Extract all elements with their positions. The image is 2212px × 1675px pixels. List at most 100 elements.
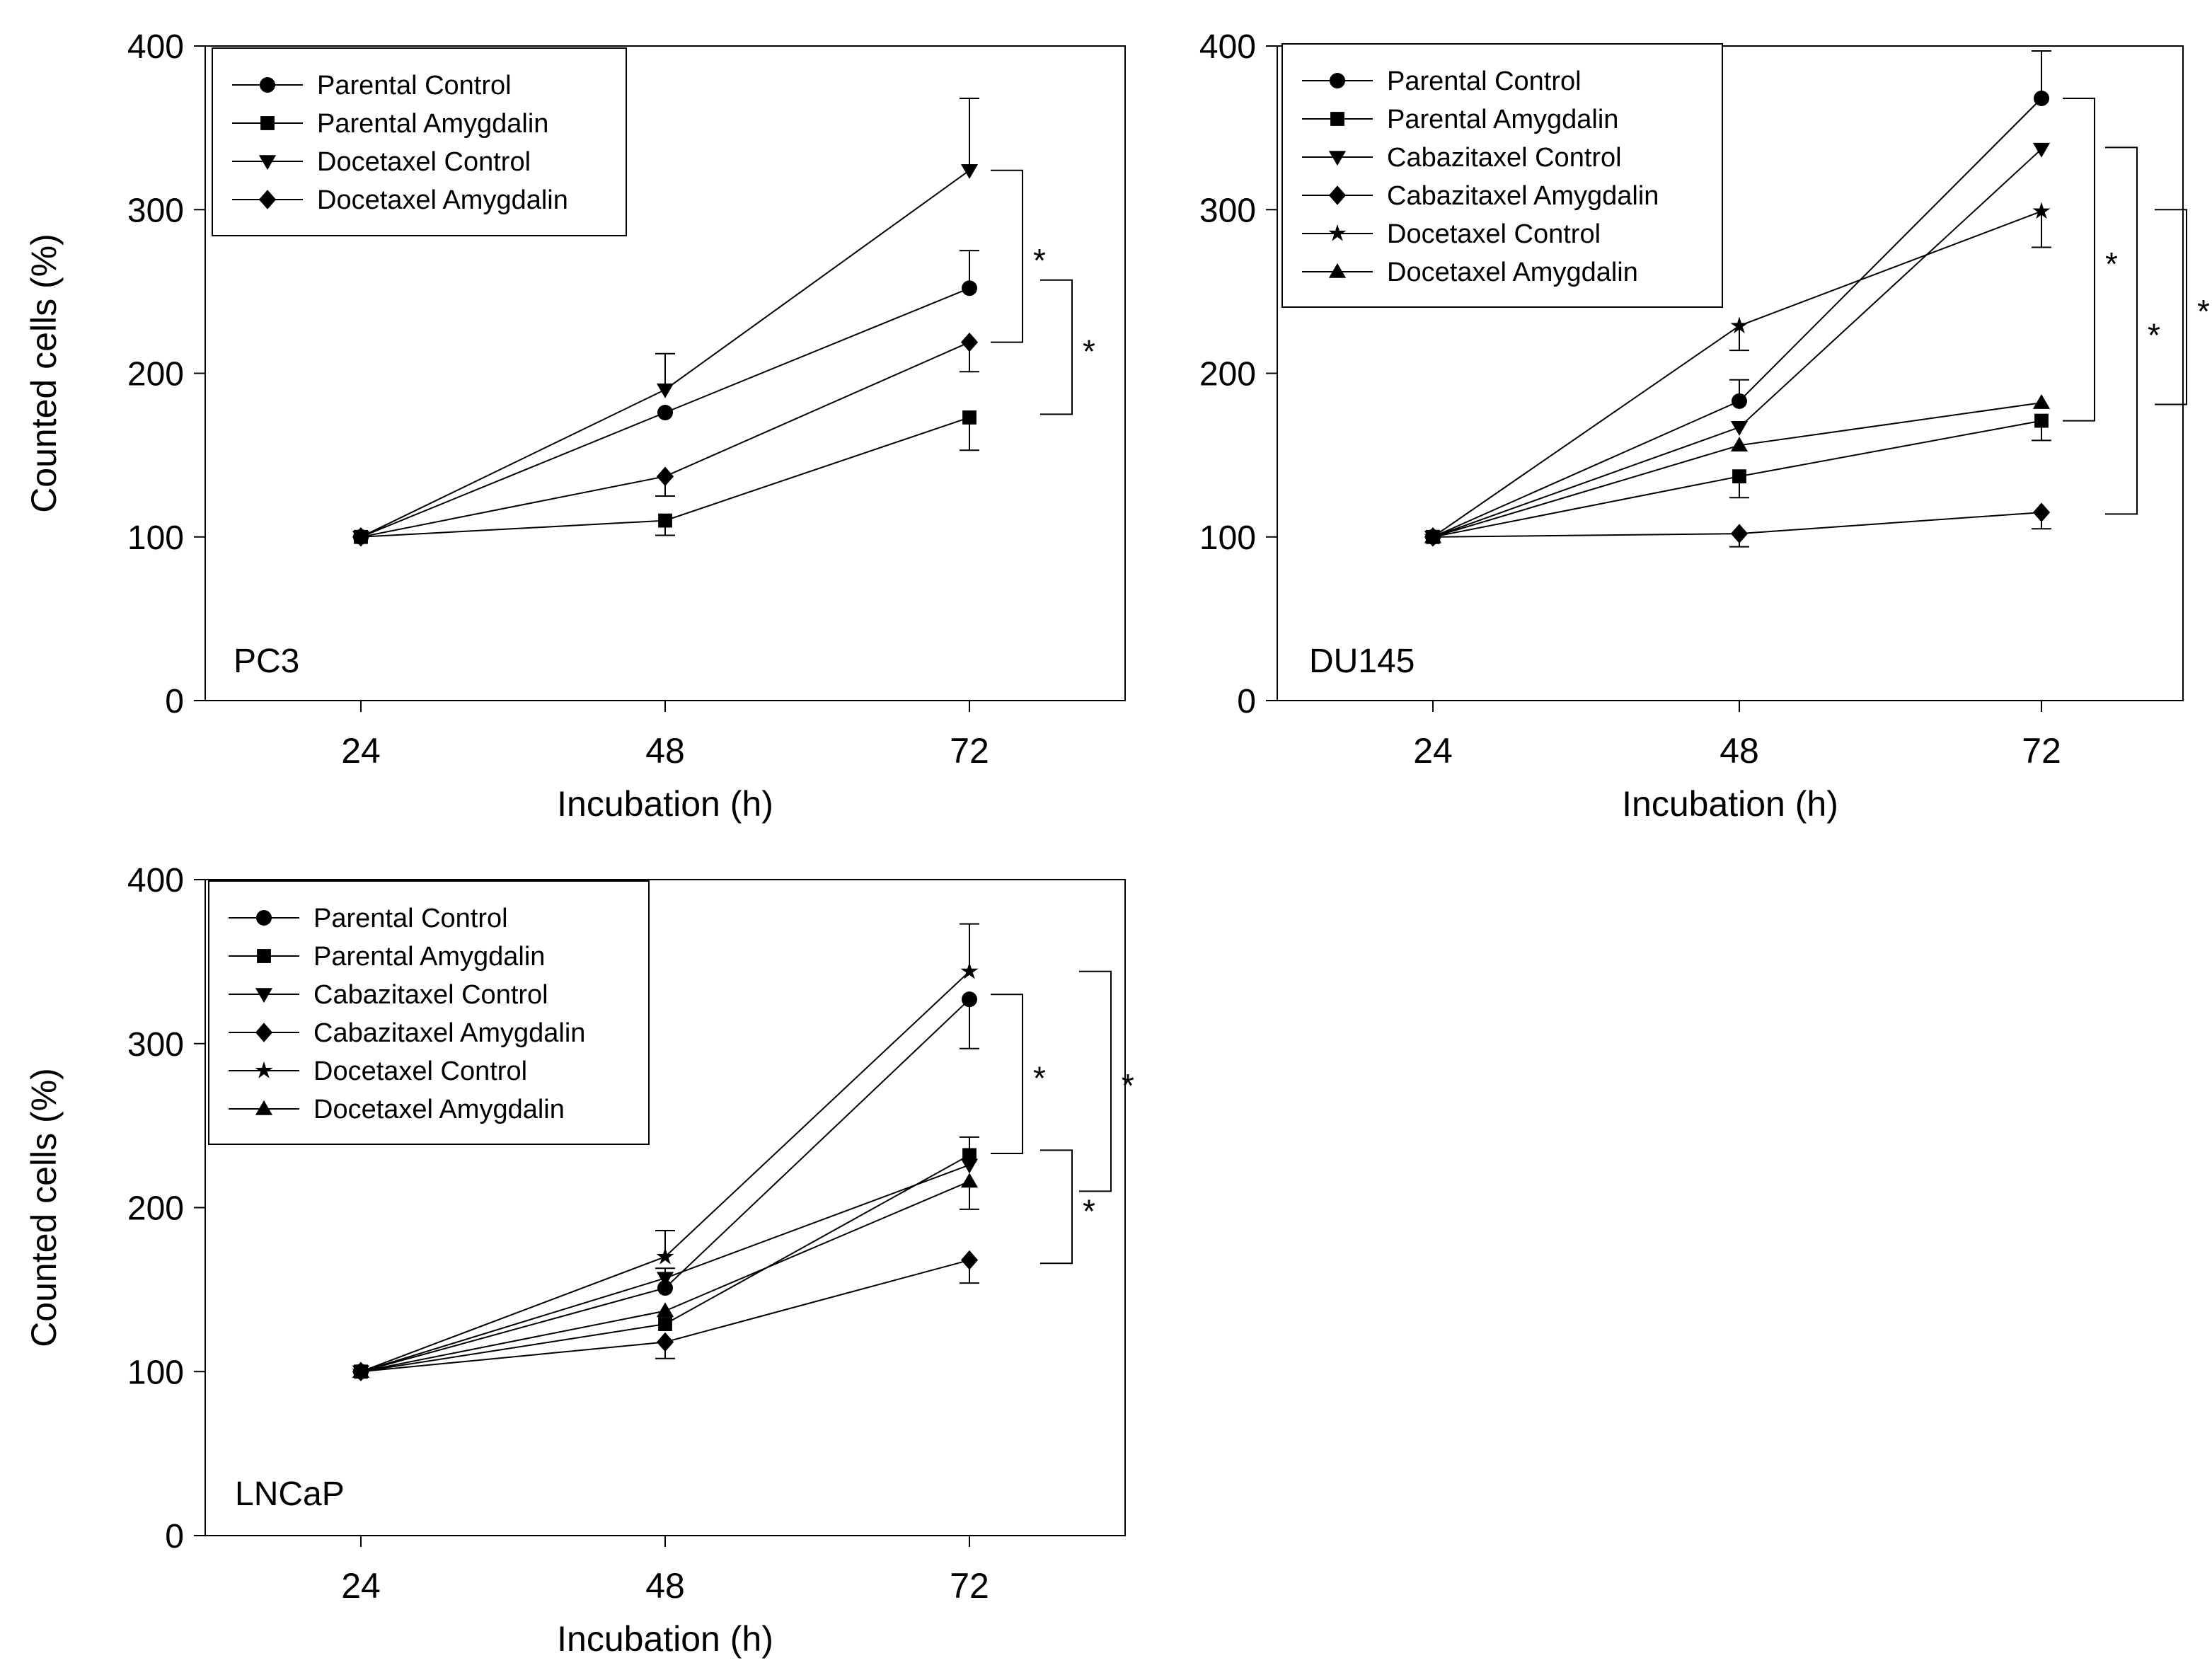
y-tick-label: 100 [127, 1354, 184, 1391]
bracket-line [2063, 98, 2095, 422]
data-point [962, 1148, 977, 1163]
y-tick-label: 200 [1199, 356, 1256, 393]
legend-marker [1328, 151, 1347, 166]
y-tick-label: 0 [165, 683, 184, 720]
y-tick-label: 400 [127, 862, 184, 899]
data-point [960, 962, 979, 979]
significance-star: * [1083, 1192, 1095, 1229]
legend-label: Parental Control [1387, 67, 1582, 96]
bracket-line [1079, 970, 1112, 1192]
data-point [2032, 394, 2051, 409]
x-tick-label: 48 [645, 731, 685, 771]
x-axis-title: Incubation (h) [557, 784, 773, 824]
legend-label: Parental Amygdalin [317, 109, 548, 139]
significance-bracket: * [2105, 146, 2160, 515]
x-tick-label: 48 [645, 1566, 685, 1606]
y-tick-label: 300 [127, 192, 184, 229]
legend-item: Docetaxel Control [229, 1057, 527, 1086]
y-tick-label: 300 [1199, 192, 1256, 229]
data-point [2032, 502, 2051, 522]
legend-label: Parental Control [317, 71, 512, 100]
legend-label: Docetaxel Control [313, 1057, 527, 1086]
data-point [656, 466, 674, 486]
legend-item: Cabazitaxel Control [229, 980, 548, 1010]
data-point [1730, 316, 1749, 334]
legend-item: Parental Amygdalin [232, 109, 548, 139]
y-tick-label: 200 [127, 356, 184, 393]
data-point [960, 163, 979, 179]
data-point [657, 405, 673, 420]
data-point [657, 1280, 673, 1296]
legend-box [212, 47, 627, 236]
legend-box [208, 880, 650, 1145]
y-tick-label: 400 [127, 28, 184, 66]
legend-item: Parental Control [1302, 67, 1582, 96]
data-point [2032, 142, 2051, 158]
legend-item: Parental Control [229, 904, 508, 933]
x-tick-label: 24 [341, 731, 381, 771]
legend-label: Docetaxel Amygdalin [317, 185, 568, 215]
data-point [962, 991, 977, 1008]
data-point [960, 1250, 979, 1270]
legend-label: Docetaxel Amygdalin [1387, 258, 1638, 287]
legend-marker [1328, 185, 1347, 205]
significance-bracket: * [1079, 970, 1134, 1192]
data-point [656, 1247, 674, 1265]
data-point [962, 280, 977, 297]
legend-marker [256, 910, 272, 926]
legend-box [1281, 43, 1723, 308]
data-point [2034, 413, 2049, 428]
panel-label: LNCaP [235, 1475, 345, 1513]
legend-label: Cabazitaxel Amygdalin [313, 1018, 585, 1048]
y-tick-label: 0 [165, 1518, 184, 1555]
legend-marker [260, 77, 275, 93]
y-tick-label: 400 [1199, 28, 1256, 66]
y-axis-title: Counted cells (%) [24, 1068, 64, 1347]
significance-bracket: * [2155, 209, 2210, 405]
significance-star: * [1122, 1067, 1134, 1104]
legend-item: Parental Control [232, 71, 512, 100]
x-axis-title: Incubation (h) [1622, 784, 1838, 824]
legend-marker [1328, 224, 1347, 241]
legend-item: Cabazitaxel Amygdalin [229, 1018, 585, 1048]
legend-item: Parental Amygdalin [229, 942, 545, 972]
data-point [658, 513, 672, 528]
bracket-line [1040, 1149, 1073, 1265]
legend-marker [255, 1023, 273, 1042]
series-docetaxel-amygdalin [352, 332, 979, 547]
legend-item: Cabazitaxel Amygdalin [1302, 181, 1659, 211]
series-parental-control [353, 250, 979, 545]
legend-marker [255, 1100, 273, 1115]
significance-bracket: * [2063, 98, 2118, 422]
chart-panel-lncap: 0 100 200 300 400 24 48 72 Incubation (h) Counted… [24, 862, 1134, 1659]
chart-panel-du145: 0 100 200 300 400 24 48 72 Incubation (h) DU145 * *… [1199, 28, 2210, 824]
data-point [352, 1363, 370, 1378]
legend-marker [1330, 73, 1345, 88]
legend-label: Docetaxel Amygdalin [313, 1095, 565, 1124]
x-tick-label: 48 [1720, 731, 1759, 771]
legend-marker [255, 988, 273, 1003]
data-point [656, 1332, 674, 1352]
legend-marker [255, 1061, 273, 1078]
legend-marker [258, 155, 277, 171]
panel-label: PC3 [234, 643, 299, 680]
y-tick-label: 100 [1199, 519, 1256, 557]
legend-label: Cabazitaxel Control [313, 980, 548, 1010]
bracket-line [1040, 279, 1073, 415]
data-point [1732, 393, 1747, 409]
data-point [656, 1302, 674, 1318]
legend-marker [257, 949, 271, 963]
significance-bracket: * [1040, 279, 1095, 415]
bracket-line [991, 169, 1023, 343]
legend-item: Docetaxel Control [1302, 219, 1601, 249]
data-point [1730, 437, 1749, 452]
legend-item: Parental Amygdalin [1302, 105, 1618, 134]
legend-label: Docetaxel Control [1387, 219, 1601, 249]
bracket-line [2155, 209, 2187, 405]
legend-marker [258, 190, 277, 209]
significance-star: * [1033, 1060, 1046, 1097]
data-point [352, 527, 370, 547]
data-point [2034, 91, 2049, 106]
data-point [1732, 469, 1746, 484]
